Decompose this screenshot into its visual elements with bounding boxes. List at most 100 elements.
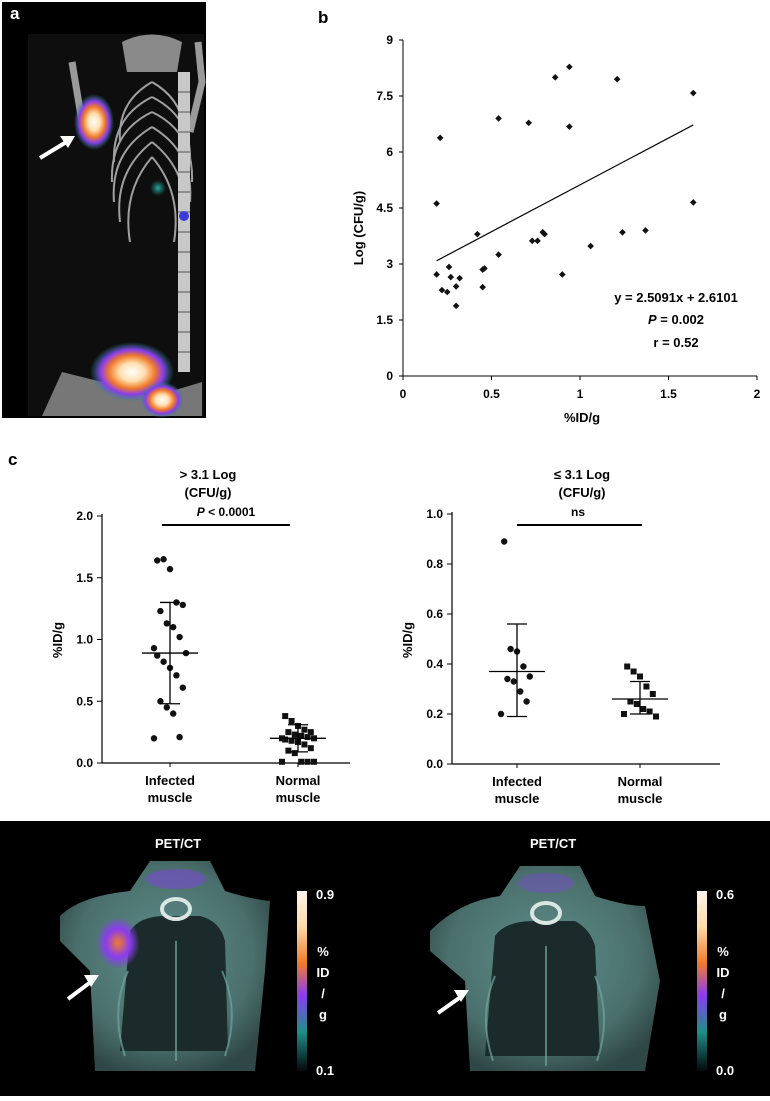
chart-b-point [551,74,559,81]
chart-cl-point-infected [163,704,170,711]
scale-right-unit: % ID / g [716,941,730,1025]
chart-cr-point-normal [649,691,656,697]
chart-cr-ytick-label: 1.0 [426,507,443,521]
chart-b-point [481,265,488,272]
pet-ct-coronal-render [60,861,707,1071]
chart-b-point [445,263,453,271]
chart-b-point [566,63,573,71]
chart-cr-ytick-label: 0.0 [426,757,443,771]
chart-cl-point-normal [288,737,295,744]
chart-cr-significance: ns [571,505,585,519]
chart-cr-point-infected [504,675,511,683]
chart-b-point [447,273,455,281]
pet-ct-right-slice [430,866,707,1071]
chart-cl-sig-text: < 0.0001 [205,505,256,519]
chart-cl-point-normal [311,758,317,765]
chart-b-ytick-label: 1.5 [376,313,393,327]
chart-b-ytick-label: 0 [386,369,393,383]
chart-cl-point-normal [288,718,295,725]
chart-cl-point-normal [298,732,305,739]
chart-cl-point-infected [179,601,186,609]
chart-cr-point-normal [621,711,627,717]
chart-cr-title-2: (CFU/g) [559,485,606,500]
chart-cl-point-normal [279,758,285,765]
chart-cl-point-infected [176,633,183,641]
chart-cl-point-infected [173,672,180,679]
chart-b-r: r = 0.52 [653,335,698,350]
chart-cl-point-normal [301,726,308,733]
chart-b-point [541,230,548,238]
scale-left-unit-3: / [321,986,325,1001]
chart-cr-ytick-label: 0.4 [426,657,443,671]
chart-cl-point-infected [157,698,164,705]
chart-cr-ytick-label: 0.8 [426,557,443,571]
chart-b-point [587,242,594,250]
scale-right-min: 0.0 [716,1063,735,1078]
scale-right-unit-3: / [721,986,725,1001]
chart-cr-point-normal [653,713,659,720]
chart-b-point [452,283,460,290]
chart-cr-point-normal [643,683,650,690]
chart-cr-point-infected [526,673,533,680]
pet-ct-coronal-images: PET/CT 0.9 0.1 % ID / g PET/CT 0.6 0.0 %… [0,821,770,1096]
chart-cl-point-infected [166,565,174,573]
chart-b-point [495,251,502,258]
chart-cl-ytick-label: 1.0 [76,633,93,647]
chart-cl-point-normal [307,729,314,736]
scale-left-min: 0.1 [316,1063,335,1078]
chart-cl-point-infected [179,684,186,691]
chart-b-point [613,75,621,83]
chart-cl-xtick-label: muscle [276,790,321,805]
chart-b-point [534,237,541,245]
pet-ct-right-title: PET/CT [530,836,577,851]
chart-cr-ytick-label: 0.6 [426,607,443,621]
chart-c-left: > 3.1 Log (CFU/g) %ID/g P < 0.0001 0.0 0.… [50,467,350,805]
chart-b-ytick-label: 7.5 [376,89,393,103]
chart-b-xtick-label: 0.5 [483,387,500,401]
chart-b-xtick-label: 1 [577,387,584,401]
chart-cl-point-infected [160,556,167,563]
chart-cl-point-infected [170,623,177,631]
chart-cl-point-normal [298,758,305,765]
scale-left-unit-4: g [319,1007,327,1022]
chart-cl-ylabel: %ID/g [50,622,65,658]
chart-b-p-label: P [648,312,657,327]
chart-cl-point-normal [304,758,311,765]
chart-cl-point-infected [160,658,167,665]
chart-b-point [689,89,697,97]
chart-cl-significance: P < 0.0001 [197,505,256,519]
chart-b-equation: y = 2.5091x + 2.6101 [614,290,738,305]
chart-cr-point-infected [497,710,505,718]
chart-cl-point-normal [291,731,298,738]
color-scale-left [297,891,307,1071]
chart-b-point [619,228,626,236]
chart-cl-point-normal [282,736,289,743]
scale-left-max: 0.9 [316,887,335,902]
chart-b-p-number: = 0.002 [657,312,704,327]
chart-cr-point-normal [640,706,647,712]
chart-b-ytick-label: 3 [386,257,393,271]
chart-cl-point-normal [285,729,292,736]
scale-right-unit-1: % [717,944,729,959]
chart-cl-ytick-label: 0.5 [76,694,93,708]
panel-label-c: c [8,450,18,469]
chart-b-point [566,123,573,130]
chart-c-right: ≤ 3.1 Log (CFU/g) %ID/g ns 0.0 0.2 0.4 0.6 0… [400,467,720,806]
whole-body-skeleton-render [28,34,232,418]
chart-b-point [495,115,502,122]
chart-cr-point-infected [520,663,527,670]
chart-cl-point-infected [154,557,161,564]
chart-b-xlabel: %ID/g [564,410,600,425]
chart-cr-xtick-label: muscle [495,791,540,806]
chart-b-point [433,271,440,278]
pet-ct-left-title: PET/CT [155,836,202,851]
chart-b-point [438,286,446,294]
chart-cl-point-normal [304,734,311,741]
chart-cl-xtick-label: muscle [148,790,193,805]
chart-b-ytick-label: 6 [386,145,393,159]
scale-left-unit: % ID / g [316,941,330,1025]
arrow-icon [436,990,469,1015]
chart-cr-point-normal [646,708,653,715]
chart-cr-point-infected [523,698,530,705]
chart-b-ytick-label: 9 [386,33,393,47]
